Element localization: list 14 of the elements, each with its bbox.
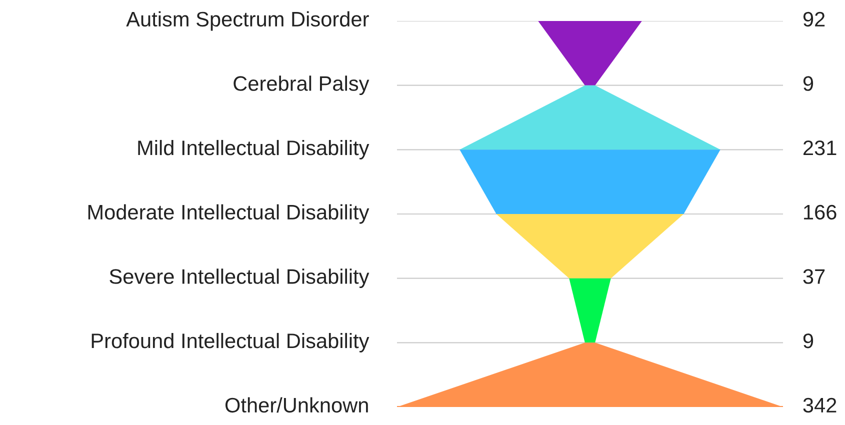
data-label: 92 xyxy=(803,12,825,27)
category-label: Mild Intellectual Disability xyxy=(138,140,370,160)
category-label: Profound Intellectual Disability xyxy=(92,332,370,352)
data-label: 342 xyxy=(803,398,836,413)
category-label: Other/Unknown xyxy=(225,397,368,413)
category-label: Moderate Intellectual Disability xyxy=(88,204,370,224)
data-label: 9 xyxy=(803,76,814,91)
category-label: Cerebral Palsy xyxy=(234,76,370,96)
data-label: 37 xyxy=(803,269,825,284)
data-label: 231 xyxy=(803,140,836,156)
category-label: Autism Spectrum Disorder xyxy=(126,11,369,31)
data-label: 166 xyxy=(804,204,836,220)
data-label: 9 xyxy=(803,334,814,348)
category-label: Severe Intellectual Disability xyxy=(110,268,370,288)
